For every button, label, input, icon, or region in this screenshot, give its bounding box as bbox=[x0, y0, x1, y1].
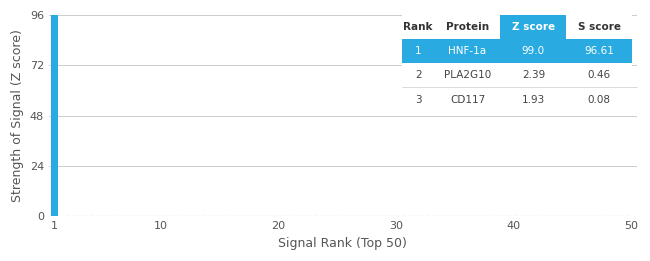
Bar bbox=[500, 63, 566, 87]
Bar bbox=[402, 15, 435, 39]
Bar bbox=[566, 39, 632, 63]
Bar bbox=[566, 87, 632, 112]
Bar bbox=[500, 39, 566, 63]
Text: 3: 3 bbox=[415, 94, 421, 105]
Text: 1.93: 1.93 bbox=[522, 94, 545, 105]
Text: Z score: Z score bbox=[512, 22, 555, 32]
Bar bbox=[435, 15, 500, 39]
Text: 2: 2 bbox=[415, 70, 421, 80]
Bar bbox=[402, 39, 435, 63]
Text: Protein: Protein bbox=[446, 22, 489, 32]
Bar bbox=[500, 87, 566, 112]
Text: 2.39: 2.39 bbox=[522, 70, 545, 80]
Text: 99.0: 99.0 bbox=[522, 46, 545, 56]
Bar bbox=[51, 9, 58, 216]
Y-axis label: Strength of Signal (Z score): Strength of Signal (Z score) bbox=[11, 29, 24, 202]
Text: S score: S score bbox=[578, 22, 621, 32]
Text: Rank: Rank bbox=[404, 22, 433, 32]
Bar bbox=[402, 63, 435, 87]
Text: PLA2G10: PLA2G10 bbox=[444, 70, 491, 80]
Text: HNF-1a: HNF-1a bbox=[448, 46, 487, 56]
Text: 1: 1 bbox=[415, 46, 421, 56]
Text: 0.08: 0.08 bbox=[588, 94, 611, 105]
Bar bbox=[566, 15, 632, 39]
Bar bbox=[435, 63, 500, 87]
X-axis label: Signal Rank (Top 50): Signal Rank (Top 50) bbox=[278, 237, 408, 250]
Bar bbox=[566, 63, 632, 87]
Text: 96.61: 96.61 bbox=[584, 46, 614, 56]
Bar bbox=[435, 87, 500, 112]
Bar bbox=[402, 87, 435, 112]
Bar bbox=[435, 39, 500, 63]
Text: CD117: CD117 bbox=[450, 94, 485, 105]
Bar bbox=[500, 15, 566, 39]
Text: 0.46: 0.46 bbox=[588, 70, 611, 80]
